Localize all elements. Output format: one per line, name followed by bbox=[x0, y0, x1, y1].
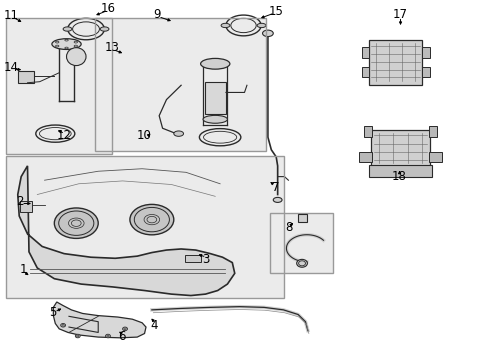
Text: 18: 18 bbox=[391, 170, 406, 183]
Text: 11: 11 bbox=[4, 9, 19, 22]
Text: 16: 16 bbox=[100, 3, 115, 15]
Text: 13: 13 bbox=[104, 41, 119, 54]
Polygon shape bbox=[53, 302, 146, 338]
Ellipse shape bbox=[63, 27, 72, 31]
Bar bbox=[361, 67, 368, 77]
Text: 12: 12 bbox=[57, 129, 71, 142]
Ellipse shape bbox=[76, 335, 79, 337]
Bar bbox=[20, 201, 32, 212]
Ellipse shape bbox=[257, 23, 265, 28]
Text: 2: 2 bbox=[17, 195, 24, 208]
Bar bbox=[270, 213, 332, 273]
Bar bbox=[95, 18, 266, 151]
Ellipse shape bbox=[122, 327, 127, 330]
Text: 14: 14 bbox=[4, 61, 19, 74]
Ellipse shape bbox=[221, 23, 229, 28]
Text: 5: 5 bbox=[49, 306, 57, 319]
Bar bbox=[18, 71, 34, 84]
Bar bbox=[368, 165, 431, 177]
Bar bbox=[95, 18, 266, 151]
Ellipse shape bbox=[173, 131, 183, 136]
Bar bbox=[422, 47, 429, 58]
Bar bbox=[270, 213, 332, 273]
Bar bbox=[428, 126, 436, 137]
Bar bbox=[5, 18, 112, 154]
Text: 9: 9 bbox=[153, 8, 160, 21]
Ellipse shape bbox=[203, 115, 227, 123]
Text: 7: 7 bbox=[271, 181, 279, 194]
Text: 10: 10 bbox=[137, 129, 152, 142]
Ellipse shape bbox=[130, 204, 173, 235]
Ellipse shape bbox=[62, 324, 64, 326]
Ellipse shape bbox=[200, 58, 229, 69]
Bar bbox=[204, 82, 225, 114]
Ellipse shape bbox=[75, 334, 80, 338]
Text: 6: 6 bbox=[118, 329, 125, 342]
Bar bbox=[422, 67, 429, 77]
Bar bbox=[428, 152, 441, 162]
Bar bbox=[184, 255, 200, 262]
Bar bbox=[368, 40, 422, 85]
Text: 1: 1 bbox=[20, 263, 27, 276]
Ellipse shape bbox=[54, 208, 98, 238]
Ellipse shape bbox=[262, 30, 273, 37]
Text: 8: 8 bbox=[285, 221, 292, 234]
Bar bbox=[298, 214, 306, 222]
Text: 4: 4 bbox=[150, 319, 158, 332]
Ellipse shape bbox=[100, 27, 109, 31]
Text: 15: 15 bbox=[268, 5, 283, 18]
Ellipse shape bbox=[123, 328, 126, 330]
Ellipse shape bbox=[52, 39, 81, 49]
Ellipse shape bbox=[105, 334, 110, 338]
Text: 3: 3 bbox=[202, 252, 209, 266]
Bar bbox=[5, 18, 112, 154]
Ellipse shape bbox=[273, 197, 282, 202]
Ellipse shape bbox=[106, 335, 109, 337]
Ellipse shape bbox=[61, 324, 65, 327]
Ellipse shape bbox=[66, 48, 86, 66]
Bar bbox=[363, 126, 371, 137]
Text: 17: 17 bbox=[392, 8, 407, 21]
Bar bbox=[358, 152, 371, 162]
Bar bbox=[361, 47, 368, 58]
Bar bbox=[5, 156, 283, 298]
Polygon shape bbox=[18, 166, 234, 296]
Bar bbox=[370, 130, 429, 166]
Ellipse shape bbox=[296, 259, 307, 267]
Bar bbox=[5, 156, 283, 298]
